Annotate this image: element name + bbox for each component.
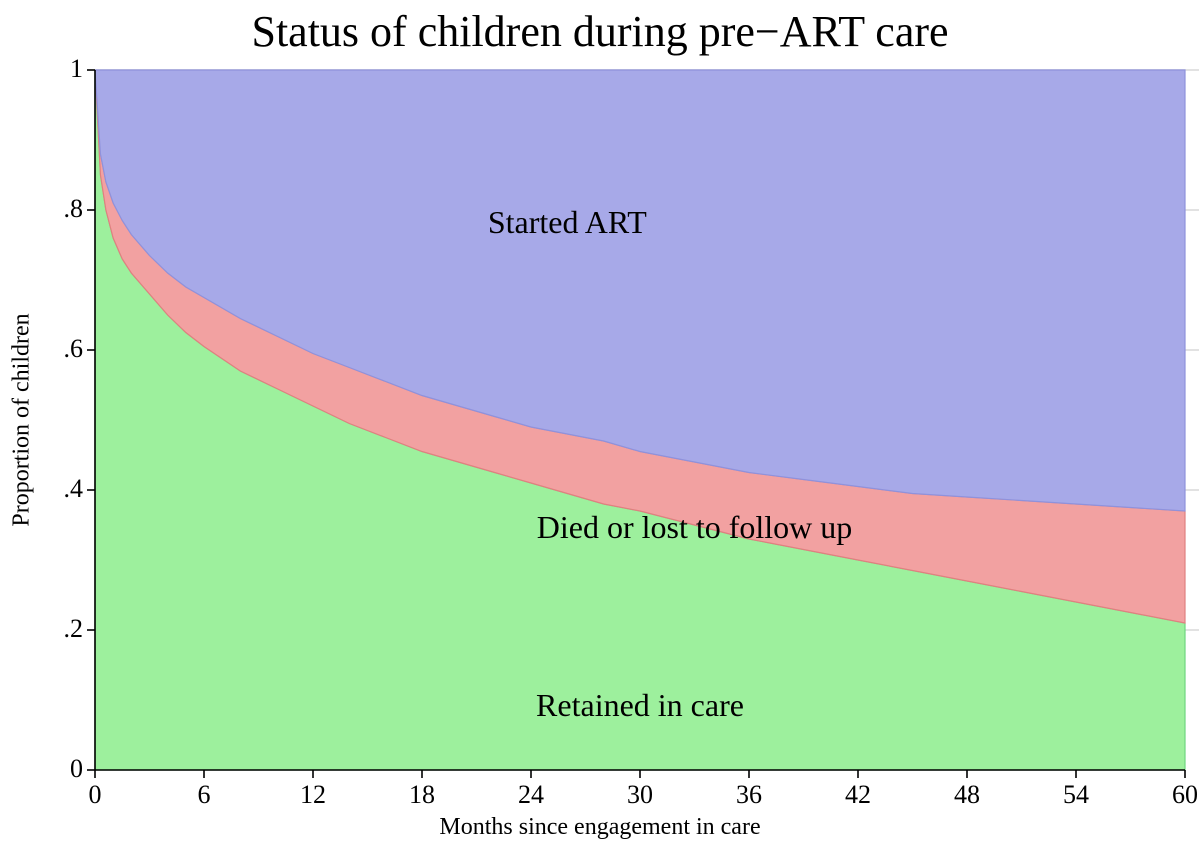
region-label: Retained in care	[536, 687, 744, 724]
x-tick-label: 6	[179, 780, 229, 810]
x-tick-label: 42	[833, 780, 883, 810]
x-tick-label: 18	[397, 780, 447, 810]
y-tick-label: 1	[33, 54, 83, 84]
x-tick-label: 30	[615, 780, 665, 810]
y-tick-label: .4	[33, 474, 83, 504]
x-tick-label: 60	[1160, 780, 1200, 810]
x-tick-label: 24	[506, 780, 556, 810]
x-tick-label: 54	[1051, 780, 1101, 810]
region-label: Started ART	[488, 204, 647, 241]
y-tick-label: .2	[33, 614, 83, 644]
x-tick-label: 0	[70, 780, 120, 810]
x-tick-label: 36	[724, 780, 774, 810]
x-axis-label: Months since engagement in care	[0, 814, 1200, 841]
stacked-area-chart: Status of children during pre−ART care P…	[0, 0, 1200, 849]
y-tick-label: .6	[33, 334, 83, 364]
y-tick-label: .8	[33, 194, 83, 224]
x-tick-label: 12	[288, 780, 338, 810]
x-tick-label: 48	[942, 780, 992, 810]
region-label: Died or lost to follow up	[537, 509, 853, 546]
